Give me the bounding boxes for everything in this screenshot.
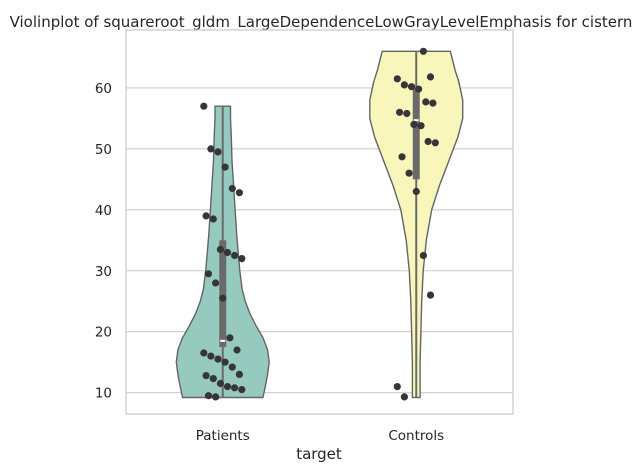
violins bbox=[175, 47, 464, 401]
data-point bbox=[393, 75, 401, 83]
data-point bbox=[403, 109, 411, 118]
iqr-box bbox=[412, 87, 420, 180]
data-point bbox=[429, 99, 437, 107]
data-point bbox=[223, 383, 232, 391]
violin-patients bbox=[175, 102, 270, 401]
data-point bbox=[235, 189, 243, 197]
y-tick-label: 10 bbox=[95, 386, 112, 402]
data-point bbox=[226, 334, 234, 342]
data-point bbox=[212, 393, 220, 401]
data-point bbox=[431, 139, 439, 147]
data-point bbox=[207, 145, 215, 153]
data-point bbox=[231, 384, 239, 392]
data-point bbox=[202, 372, 210, 380]
x-tick-label: Controls bbox=[388, 428, 444, 444]
data-point bbox=[212, 279, 220, 287]
y-axis-ticks: 10 20 30 40 50 60 bbox=[95, 81, 112, 402]
y-tick-label: 60 bbox=[95, 81, 112, 97]
data-point bbox=[407, 83, 416, 91]
data-point bbox=[396, 108, 404, 116]
x-axis-title: target bbox=[296, 445, 342, 463]
data-point bbox=[204, 392, 213, 400]
data-point bbox=[419, 251, 427, 260]
y-tick-label: 50 bbox=[95, 142, 112, 158]
x-tick-label: Patients bbox=[196, 428, 250, 444]
x-axis-ticks: Patients Controls bbox=[196, 428, 444, 444]
data-point bbox=[393, 383, 401, 391]
chart-title: Violinplot of squareroot_gldm_LargeDepen… bbox=[10, 13, 633, 32]
data-point bbox=[223, 248, 232, 257]
y-tick-label: 40 bbox=[95, 203, 112, 219]
data-point bbox=[219, 294, 227, 302]
data-point bbox=[204, 270, 213, 278]
data-point bbox=[422, 98, 430, 106]
data-point bbox=[238, 386, 246, 394]
data-point bbox=[207, 352, 215, 360]
data-point bbox=[412, 187, 420, 196]
data-point bbox=[238, 255, 246, 263]
data-point bbox=[214, 355, 222, 363]
data-point bbox=[410, 120, 418, 129]
data-point bbox=[400, 393, 408, 401]
data-point bbox=[417, 122, 425, 130]
data-point bbox=[200, 349, 208, 357]
data-point bbox=[400, 81, 408, 89]
data-point bbox=[233, 346, 241, 354]
data-point bbox=[419, 47, 427, 55]
data-point bbox=[235, 370, 243, 378]
data-point bbox=[202, 212, 210, 220]
y-tick-label: 20 bbox=[95, 325, 112, 341]
data-point bbox=[424, 137, 432, 146]
data-point bbox=[405, 169, 413, 177]
data-point bbox=[231, 251, 239, 260]
data-point bbox=[228, 184, 236, 193]
data-point bbox=[415, 85, 423, 93]
y-tick-label: 30 bbox=[95, 264, 112, 280]
data-point bbox=[216, 379, 224, 388]
data-point bbox=[398, 153, 406, 161]
data-point bbox=[209, 375, 217, 383]
data-point bbox=[426, 291, 435, 299]
data-point bbox=[214, 148, 222, 156]
violin-controls bbox=[369, 47, 464, 401]
data-point bbox=[221, 358, 229, 366]
data-point bbox=[221, 163, 229, 171]
data-point bbox=[200, 102, 208, 110]
data-point bbox=[426, 73, 435, 81]
data-point bbox=[209, 215, 217, 223]
iqr-box bbox=[219, 240, 227, 347]
plot-frame bbox=[125, 29, 514, 415]
data-point bbox=[216, 245, 224, 253]
data-point bbox=[228, 363, 236, 371]
